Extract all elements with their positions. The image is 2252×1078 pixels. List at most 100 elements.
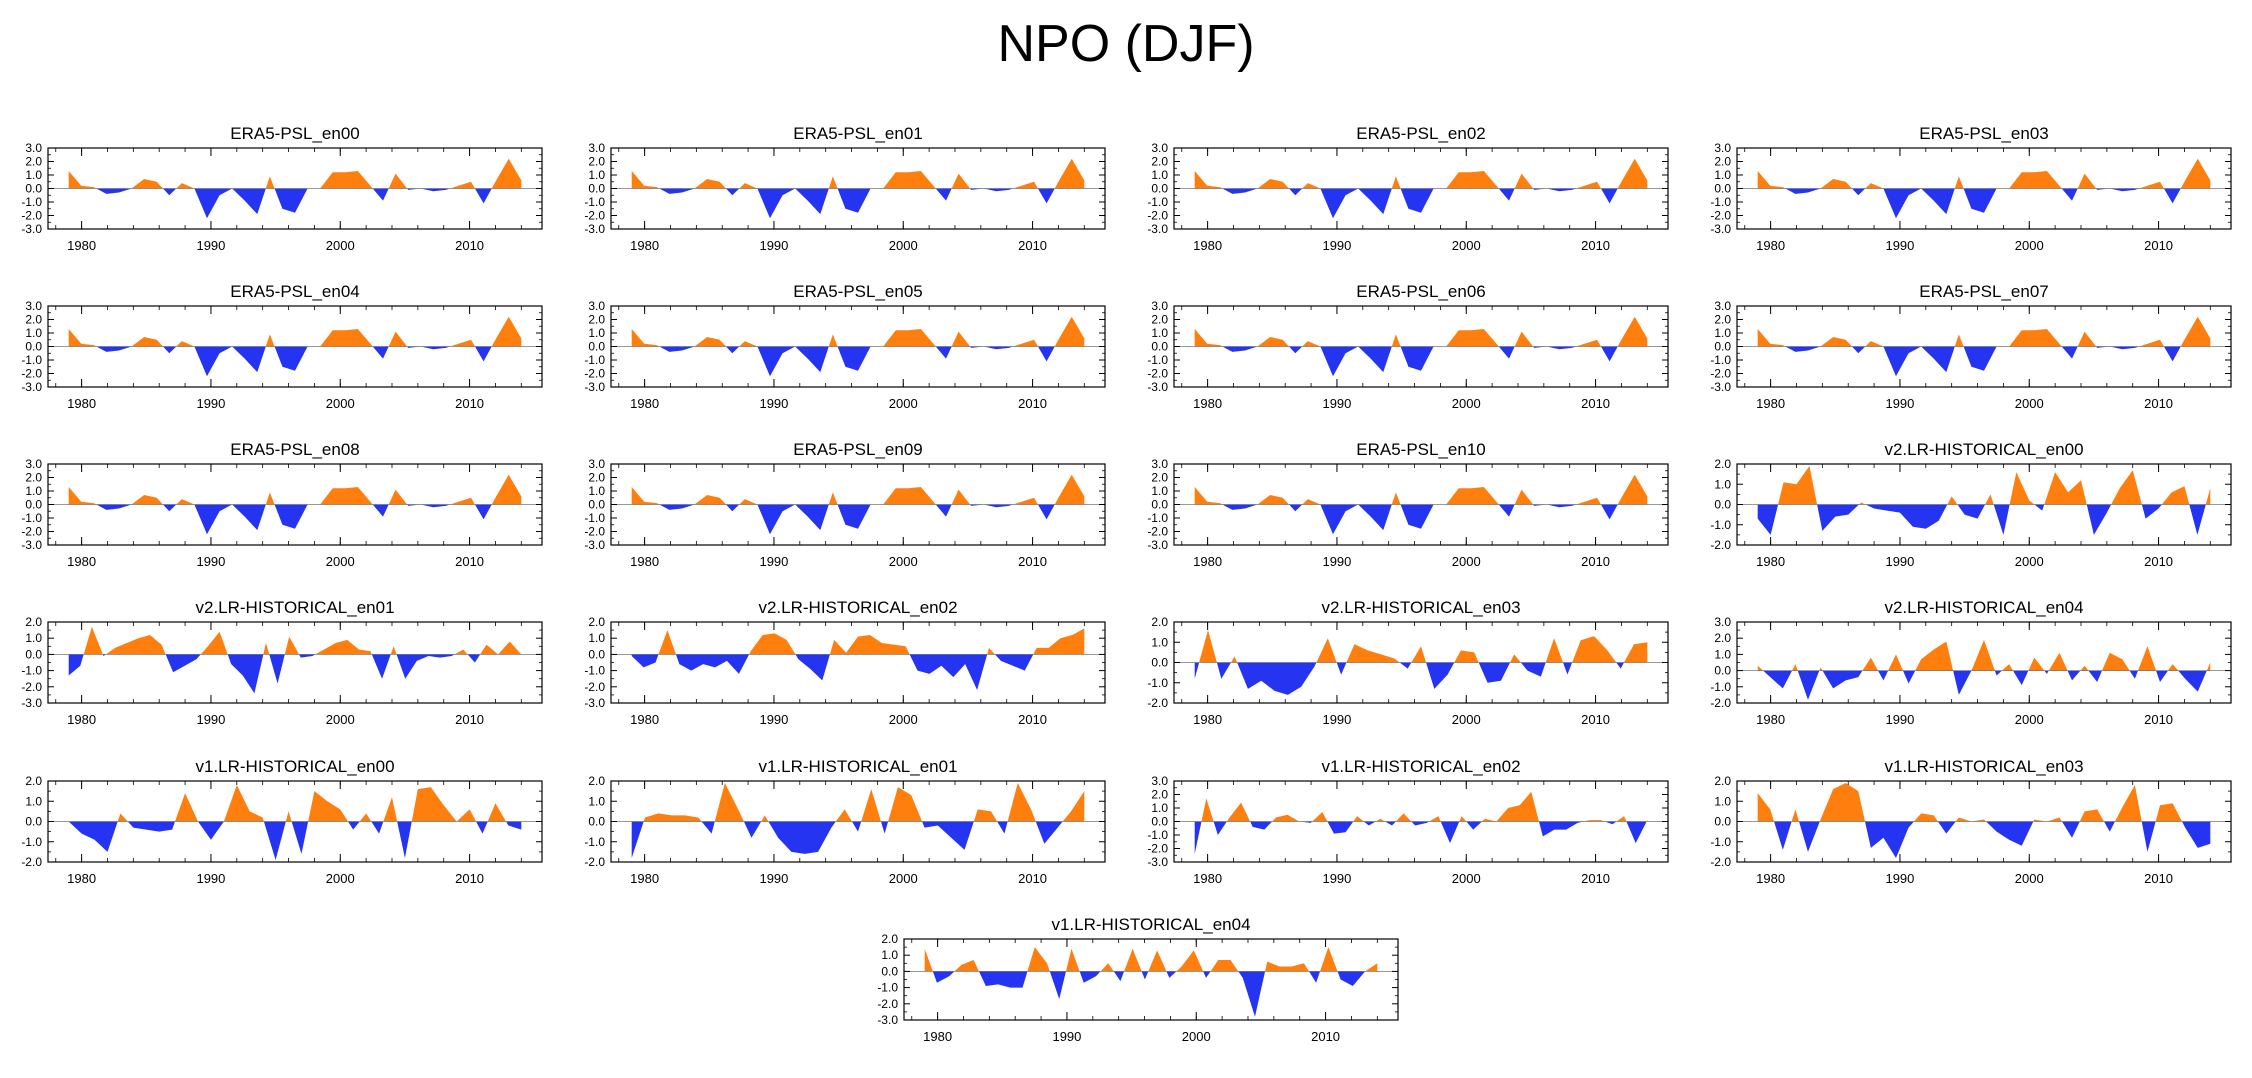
chart-panel: ERA5-PSL_en06 3.02.01.00.0-1.0-2.0-3.0 198… <box>1147 282 1669 411</box>
y-tick-label: -1.0 <box>21 511 42 525</box>
x-tick-label: 2010 <box>1581 712 1610 727</box>
y-tick-label: 0.0 <box>588 647 605 661</box>
y-tick-label: -1.0 <box>584 353 605 367</box>
panel-title: v1.LR-HISTORICAL_en01 <box>758 757 957 776</box>
panel-title: v2.LR-HISTORICAL_en03 <box>1321 598 1520 617</box>
x-tick-label: 2010 <box>1311 1029 1340 1044</box>
y-tick-label: -3.0 <box>877 1013 898 1027</box>
x-tick-label: 2010 <box>1581 396 1610 411</box>
plot-frame <box>903 938 1399 1021</box>
y-tick-label: 2.0 <box>881 932 898 946</box>
x-tick-label: 1990 <box>759 554 788 569</box>
x-tick-label: 1990 <box>1322 238 1351 253</box>
y-tick-label: 0.0 <box>25 815 42 829</box>
chart-panel: ERA5-PSL_en04 3.02.01.00.0-1.0-2.0-3.0 198… <box>21 282 543 411</box>
y-tick-label: 0.0 <box>1151 656 1168 670</box>
y-tick-label: -1.0 <box>1147 828 1168 842</box>
x-tick-label: 2000 <box>2015 396 2044 411</box>
panel-title: ERA5-PSL_en06 <box>1356 282 1485 301</box>
y-tick-label: 1.0 <box>1714 168 1731 182</box>
y-tick-label: -3.0 <box>584 538 605 552</box>
y-tick-label: 0.0 <box>1151 815 1168 829</box>
y-tick-label: 1.0 <box>25 484 42 498</box>
panel-title: ERA5-PSL_en10 <box>1356 440 1485 459</box>
x-tick-label: 1990 <box>1322 554 1351 569</box>
y-tick-label: -1.0 <box>1710 835 1731 849</box>
panel-title: v1.LR-HISTORICAL_en00 <box>195 757 394 776</box>
y-tick-label: 1.0 <box>25 631 42 645</box>
positive-area <box>1194 316 1648 347</box>
x-tick-label: 2010 <box>1018 712 1047 727</box>
y-tick-label: 0.0 <box>588 340 605 354</box>
chart-panel: v2.LR-HISTORICAL_en01 2.0 1.0 0.0 -1.0 -2.0 -3… <box>21 598 543 727</box>
y-tick-label: -3.0 <box>21 222 42 236</box>
y-tick-label: 0.0 <box>881 964 898 978</box>
x-tick-label: 1980 <box>1193 871 1222 886</box>
y-tick-label: 2.0 <box>1714 155 1731 169</box>
chart-panel: v2.LR-HISTORICAL_en03 2.0 1.0 0.0 -1.0 -2.0 19… <box>1147 598 1669 727</box>
chart-panel: v1.LR-HISTORICAL_en03 2.0 1.0 0.0 -1.0 -2.0 19… <box>1710 757 2232 886</box>
y-tick-label: -1.0 <box>877 981 898 995</box>
x-tick-label: 2010 <box>455 396 484 411</box>
x-tick-label: 1990 <box>1885 238 1914 253</box>
positive-area <box>631 474 1085 505</box>
y-tick-label: -3.0 <box>1147 222 1168 236</box>
chart-panel: v2.LR-HISTORICAL_en04 3.0 2.0 1.0 0.0 -1.0 -2.… <box>1710 598 2232 727</box>
x-tick-label: 1980 <box>1756 554 1785 569</box>
y-tick-label: 2.0 <box>25 774 42 788</box>
negative-area <box>631 654 1034 691</box>
positive-area <box>1194 158 1648 189</box>
x-tick-label: 1980 <box>1193 554 1222 569</box>
x-tick-label: 1990 <box>1885 554 1914 569</box>
y-tick-label: -1.0 <box>1147 676 1168 690</box>
x-tick-label: 1990 <box>1885 712 1914 727</box>
x-tick-label: 1990 <box>759 712 788 727</box>
y-tick-label: -1.0 <box>584 835 605 849</box>
y-tick-label: 1.0 <box>588 326 605 340</box>
x-tick-label: 1980 <box>1193 396 1222 411</box>
x-tick-label: 2000 <box>326 554 355 569</box>
y-tick-label: -1.0 <box>1147 353 1168 367</box>
positive-area <box>1201 791 1648 822</box>
x-tick-label: 2000 <box>326 712 355 727</box>
negative-area <box>1222 504 1618 535</box>
y-tick-label: 1.0 <box>1714 647 1731 661</box>
x-tick-label: 1980 <box>630 238 659 253</box>
x-tick-label: 1990 <box>1885 871 1914 886</box>
negative-area <box>932 971 1366 1017</box>
chart-panel: ERA5-PSL_en01 3.02.01.00.0-1.0-2.0-3.0 198… <box>584 124 1106 253</box>
y-tick-label: 1.0 <box>588 631 605 645</box>
y-tick-label: -2.0 <box>584 525 605 539</box>
positive-area <box>117 785 507 822</box>
x-tick-label: 2010 <box>455 238 484 253</box>
y-tick-label: 3.0 <box>25 457 42 471</box>
y-tick-label: -2.0 <box>1710 855 1731 869</box>
x-tick-label: 1980 <box>630 554 659 569</box>
y-tick-label: 2.0 <box>1151 471 1168 485</box>
positive-area <box>68 158 522 189</box>
x-tick-label: 2010 <box>1018 396 1047 411</box>
y-tick-label: -1.0 <box>1710 518 1731 532</box>
negative-area <box>96 504 492 535</box>
y-tick-label: -2.0 <box>1147 367 1168 381</box>
y-tick-label: 2.0 <box>1714 631 1731 645</box>
chart-panel: v1.LR-HISTORICAL_en01 2.0 1.0 0.0 -1.0 -2.0 19… <box>584 757 1106 886</box>
y-tick-label: -1.0 <box>584 511 605 525</box>
x-tick-label: 2010 <box>1018 554 1047 569</box>
y-tick-label: 1.0 <box>25 326 42 340</box>
x-tick-label: 2000 <box>2015 712 2044 727</box>
y-tick-label: 3.0 <box>1714 299 1731 313</box>
panel-title: v2.LR-HISTORICAL_en01 <box>195 598 394 617</box>
y-tick-label: -2.0 <box>1710 696 1731 710</box>
x-tick-label: 2010 <box>1581 238 1610 253</box>
x-tick-label: 1980 <box>67 554 96 569</box>
x-tick-label: 2000 <box>1452 238 1481 253</box>
x-tick-label: 1980 <box>1756 871 1785 886</box>
x-tick-label: 2000 <box>889 554 918 569</box>
y-tick-label: -2.0 <box>1147 209 1168 223</box>
y-tick-label: 0.0 <box>1151 182 1168 196</box>
y-tick-label: 0.0 <box>588 498 605 512</box>
x-tick-label: 1980 <box>630 712 659 727</box>
x-tick-label: 2000 <box>326 396 355 411</box>
